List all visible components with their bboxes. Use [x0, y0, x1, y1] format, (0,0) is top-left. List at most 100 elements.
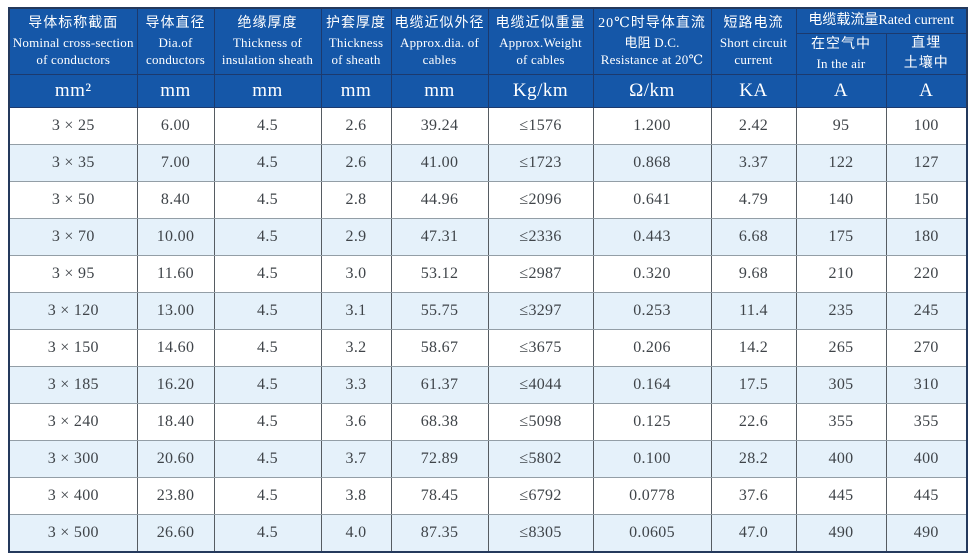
header-en-label: of cables — [516, 52, 565, 68]
table-cell: 4.5 — [213, 291, 322, 330]
table-cell: 127 — [885, 143, 968, 182]
table-cell: 18.40 — [136, 402, 215, 441]
header-zh-label: 短路电流 — [723, 16, 784, 32]
table-cell: 400 — [795, 439, 887, 478]
table-row: 3 × 300 20.60 4.5 3.7 72.89 ≤5802 0.100 28.2 400… — [8, 439, 968, 478]
header-approx-weight: 电缆近似重量 Approx.Weight of cables — [487, 7, 594, 75]
table-cell: 3 × 500 — [8, 513, 138, 552]
table-cell: 4.5 — [213, 143, 322, 182]
header-nominal-cross-section: 导体标称截面 Nominal cross-section of conducto… — [8, 7, 138, 75]
table-cell: 0.125 — [592, 402, 712, 441]
unit-cell: mm — [213, 73, 322, 108]
table-body: 3 × 25 6.00 4.5 2.6 39.24 ≤1576 1.200 2.42 95 100… — [8, 106, 968, 552]
header-en-label: Approx.Weight — [499, 35, 582, 51]
header-zh-label: 土壤中 — [903, 55, 949, 71]
table-cell: ≤5802 — [487, 439, 594, 478]
table-cell: 122 — [795, 143, 887, 182]
table-row: 3 × 400 23.80 4.5 3.8 78.45 ≤6792 0.0778 37.6 44… — [8, 476, 968, 515]
table-cell: 10.00 — [136, 217, 215, 256]
header-zh-label: 护套厚度 — [326, 16, 386, 32]
header-zh-label: 电缆近似重量 — [495, 16, 586, 32]
table-cell: 58.67 — [390, 328, 489, 367]
table-cell: 7.00 — [136, 143, 215, 182]
table-cell: 16.20 — [136, 365, 215, 404]
header-sheath-thickness: 护套厚度 Thickness of sheath — [320, 7, 392, 75]
table-cell: 270 — [885, 328, 968, 367]
table-cell: 400 — [885, 439, 968, 478]
header-en-label: 电阻 D.C. — [624, 35, 680, 51]
unit-cell: Kg/km — [487, 73, 594, 108]
table-cell: 0.100 — [592, 439, 712, 478]
unit-cell: mm — [320, 73, 392, 108]
table-cell: 3 × 185 — [8, 365, 138, 404]
table-cell: ≤4044 — [487, 365, 594, 404]
table-cell: 11.60 — [136, 254, 215, 293]
table-row: 3 × 70 10.00 4.5 2.9 47.31 ≤2336 0.443 6.68 175 1… — [8, 217, 968, 256]
table-row: 3 × 120 13.00 4.5 3.1 55.75 ≤3297 0.253 11.4 235… — [8, 291, 968, 330]
table-cell: 355 — [885, 402, 968, 441]
table-cell: 0.0778 — [592, 476, 712, 515]
table-cell: 4.5 — [213, 217, 322, 256]
table-row: 3 × 25 6.00 4.5 2.6 39.24 ≤1576 1.200 2.42 95 100 — [8, 106, 968, 145]
header-en-label: of conductors — [36, 52, 111, 68]
table-cell: 3 × 120 — [8, 291, 138, 330]
table-cell: 0.868 — [592, 143, 712, 182]
table-cell: 3.1 — [320, 291, 392, 330]
table-cell: ≤1723 — [487, 143, 594, 182]
header-short-circuit-current: 短路电流 Short circuit current — [710, 7, 797, 75]
table-row: 3 × 95 11.60 4.5 3.0 53.12 ≤2987 0.320 9.68 210 2… — [8, 254, 968, 293]
table-cell: 72.89 — [390, 439, 489, 478]
table-cell: 355 — [795, 402, 887, 441]
table-cell: 47.0 — [710, 513, 797, 552]
units-row: mm² mm mm mm mm Kg/km Ω/km KA A A — [8, 73, 968, 108]
header-approx-diameter: 电缆近似外径 Approx.dia. of cables — [390, 7, 489, 75]
header-en-label: Nominal cross-section — [12, 35, 134, 51]
header-buried-in-soil: 直埋 土壤中 — [885, 32, 968, 75]
table-cell: ≤2987 — [487, 254, 594, 293]
table-cell: 4.5 — [213, 328, 322, 367]
table-cell: 3 × 240 — [8, 402, 138, 441]
header-en-label: cables — [422, 52, 457, 68]
table-cell: 3.6 — [320, 402, 392, 441]
table-cell: 245 — [885, 291, 968, 330]
header-en-label: current — [734, 52, 773, 68]
table-cell: 28.2 — [710, 439, 797, 478]
table-cell: 44.96 — [390, 180, 489, 219]
header-conductor-diameter: 导体直径 Dia.of conductors — [136, 7, 215, 75]
table-cell: 100 — [885, 106, 968, 145]
table-cell: 14.60 — [136, 328, 215, 367]
table-cell: 3 × 95 — [8, 254, 138, 293]
header-en-label: conductors — [145, 52, 206, 68]
header-zh-label: 直埋 — [911, 35, 942, 51]
table-cell: 3 × 70 — [8, 217, 138, 256]
table-cell: 3.7 — [320, 439, 392, 478]
table-cell: 26.60 — [136, 513, 215, 552]
table-cell: 3 × 50 — [8, 180, 138, 219]
table-row: 3 × 50 8.40 4.5 2.8 44.96 ≤2096 0.641 4.79 140 15… — [8, 180, 968, 219]
table-row: 3 × 150 14.60 4.5 3.2 58.67 ≤3675 0.206 14.2 265… — [8, 328, 968, 367]
table-cell: 47.31 — [390, 217, 489, 256]
table-cell: 61.37 — [390, 365, 489, 404]
table-cell: 4.5 — [213, 180, 322, 219]
table-cell: 13.00 — [136, 291, 215, 330]
table-cell: 0.164 — [592, 365, 712, 404]
table-cell: 4.5 — [213, 365, 322, 404]
table-cell: 3.0 — [320, 254, 392, 293]
table-cell: 2.42 — [710, 106, 797, 145]
table-cell: 3 × 25 — [8, 106, 138, 145]
table-cell: 4.5 — [213, 254, 322, 293]
table-cell: 95 — [795, 106, 887, 145]
table-cell: 87.35 — [390, 513, 489, 552]
unit-cell: A — [885, 73, 968, 108]
table-cell: 3.8 — [320, 476, 392, 515]
table-cell: 4.5 — [213, 476, 322, 515]
header-zh-label: 在空气中 — [811, 37, 871, 52]
table-cell: 68.38 — [390, 402, 489, 441]
header-group-label: 电缆载流量Rated current — [808, 12, 955, 28]
table-cell: 8.40 — [136, 180, 215, 219]
table-cell: 0.253 — [592, 291, 712, 330]
header-en-label: Short circuit — [719, 35, 788, 51]
table-cell: 23.80 — [136, 476, 215, 515]
table-cell: 0.206 — [592, 328, 712, 367]
table-header: 导体标称截面 Nominal cross-section of conducto… — [8, 7, 968, 108]
